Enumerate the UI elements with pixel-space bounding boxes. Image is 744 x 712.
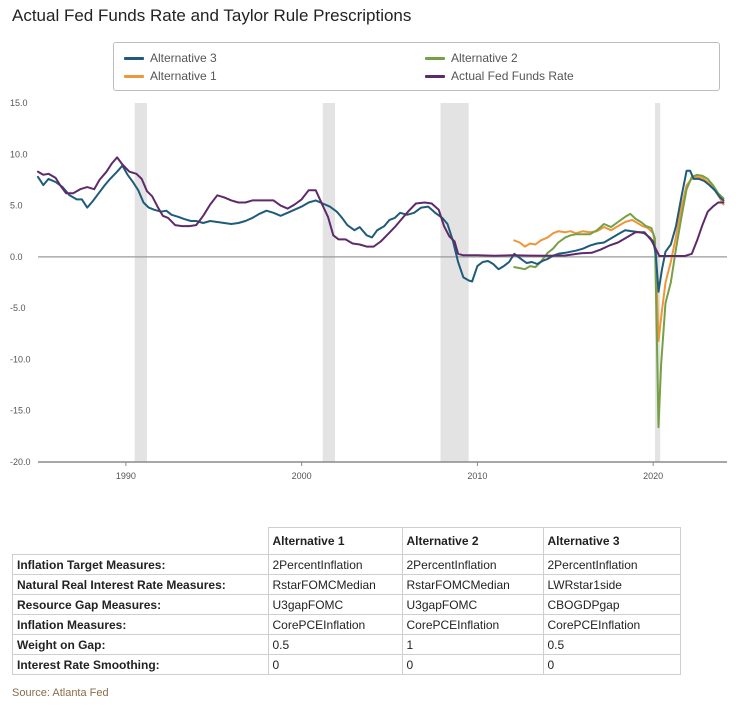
row-label: Natural Real Interest Rate Measures:	[12, 574, 269, 595]
table-row: Weight on Gap: 0.5 1 0.5	[12, 634, 681, 655]
y-tick-label: 15.0	[10, 98, 28, 108]
legend-item-alternative-2[interactable]: Alternative 2	[425, 51, 518, 65]
row-label: Weight on Gap:	[12, 634, 269, 655]
y-tick-label: 5.0	[10, 201, 23, 211]
table-row: Interest Rate Smoothing: 0 0 0	[12, 654, 681, 675]
recession-band	[440, 103, 469, 462]
table-cell: CorePCEInflation	[267, 614, 403, 635]
table-row: Resource Gap Measures: U3gapFOMC U3gapFO…	[12, 594, 681, 615]
row-label: Resource Gap Measures:	[12, 594, 269, 615]
x-tick-label: 2020	[643, 471, 663, 481]
rule-parameters-table: Alternative 1 Alternative 2 Alternative …	[12, 527, 681, 675]
chart-title: Actual Fed Funds Rate and Taylor Rule Pr…	[12, 6, 412, 25]
y-tick-label: -20.0	[10, 457, 31, 467]
table-cell: CBOGDPgap	[542, 594, 681, 615]
table-row: Natural Real Interest Rate Measures: Rst…	[12, 574, 681, 595]
chart-legend: Alternative 3 Alternative 2 Alternative …	[113, 42, 720, 91]
table-header-row: Alternative 1 Alternative 2 Alternative …	[12, 527, 681, 555]
legend-label-alternative-2: Alternative 2	[451, 51, 518, 65]
x-tick-label: 1990	[116, 471, 136, 481]
table-cell: U3gapFOMC	[267, 594, 403, 615]
table-cell: 1	[401, 634, 544, 655]
table-cell: RstarFOMCMedian	[401, 574, 544, 595]
column-header-alternative-2: Alternative 2	[401, 527, 544, 555]
line-chart: 15.0 10.0 5.0 0.0 -5.0 -10.0 -15.0 -20.0 1990 200…	[10, 98, 727, 481]
x-tick-label: 2000	[292, 471, 312, 481]
table-cell: CorePCEInflation	[542, 614, 681, 635]
recession-bands	[134, 103, 661, 462]
legend-label-alternative-1: Alternative 1	[150, 69, 217, 83]
series-line-alternative-2	[513, 173, 725, 429]
legend-swatch-alternative-3	[124, 56, 144, 60]
table-cell: 0	[401, 654, 544, 675]
y-tick-label: -5.0	[10, 303, 26, 313]
y-tick-label: 0.0	[10, 252, 23, 262]
column-header-alternative-1: Alternative 1	[267, 527, 403, 555]
table-corner-cell	[12, 527, 269, 555]
legend-swatch-alternative-1	[124, 74, 144, 78]
chart-series	[37, 156, 725, 429]
table-row: Inflation Target Measures: 2PercentInfla…	[12, 554, 681, 575]
legend-item-actual-fed-funds-rate[interactable]: Actual Fed Funds Rate	[425, 69, 574, 83]
column-header-alternative-3: Alternative 3	[542, 527, 681, 555]
recession-band	[134, 103, 147, 462]
recession-band	[322, 103, 336, 462]
table-cell: 2PercentInflation	[267, 554, 403, 575]
table-cell: U3gapFOMC	[401, 594, 544, 615]
row-label: Inflation Target Measures:	[12, 554, 269, 575]
row-label: Interest Rate Smoothing:	[12, 654, 269, 675]
table-cell: 2PercentInflation	[542, 554, 681, 575]
y-tick-label: 10.0	[10, 149, 28, 159]
table-cell: 0	[267, 654, 403, 675]
legend-label-alternative-3: Alternative 3	[150, 51, 217, 65]
table-cell: 0	[542, 654, 681, 675]
series-line-actual-fed-funds-rate	[37, 156, 725, 257]
y-tick-label: -15.0	[10, 406, 31, 416]
table-cell: 2PercentInflation	[401, 554, 544, 575]
chart-axes: 15.0 10.0 5.0 0.0 -5.0 -10.0 -15.0 -20.0 1990 200…	[10, 98, 727, 481]
legend-swatch-actual-fed-funds-rate	[425, 74, 445, 78]
legend-label-actual-fed-funds-rate: Actual Fed Funds Rate	[451, 69, 574, 83]
legend-item-alternative-1[interactable]: Alternative 1	[124, 69, 217, 83]
table-cell: RstarFOMCMedian	[267, 574, 403, 595]
table-cell: 0.5	[267, 634, 403, 655]
y-tick-label: -10.0	[10, 354, 31, 364]
table-cell: 0.5	[542, 634, 681, 655]
table-cell: CorePCEInflation	[401, 614, 544, 635]
source-note: Source: Atlanta Fed	[12, 687, 109, 699]
legend-item-alternative-3[interactable]: Alternative 3	[124, 51, 217, 65]
x-tick-label: 2010	[467, 471, 487, 481]
legend-swatch-alternative-2	[425, 56, 445, 60]
table-row: Inflation Measures: CorePCEInflation Cor…	[12, 614, 681, 635]
row-label: Inflation Measures:	[12, 614, 269, 635]
table-cell: LWRstar1side	[542, 574, 681, 595]
